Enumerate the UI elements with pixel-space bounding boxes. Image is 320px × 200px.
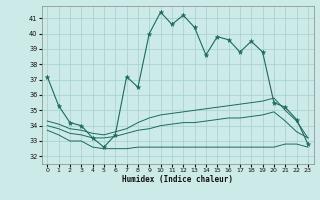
X-axis label: Humidex (Indice chaleur): Humidex (Indice chaleur) (122, 175, 233, 184)
